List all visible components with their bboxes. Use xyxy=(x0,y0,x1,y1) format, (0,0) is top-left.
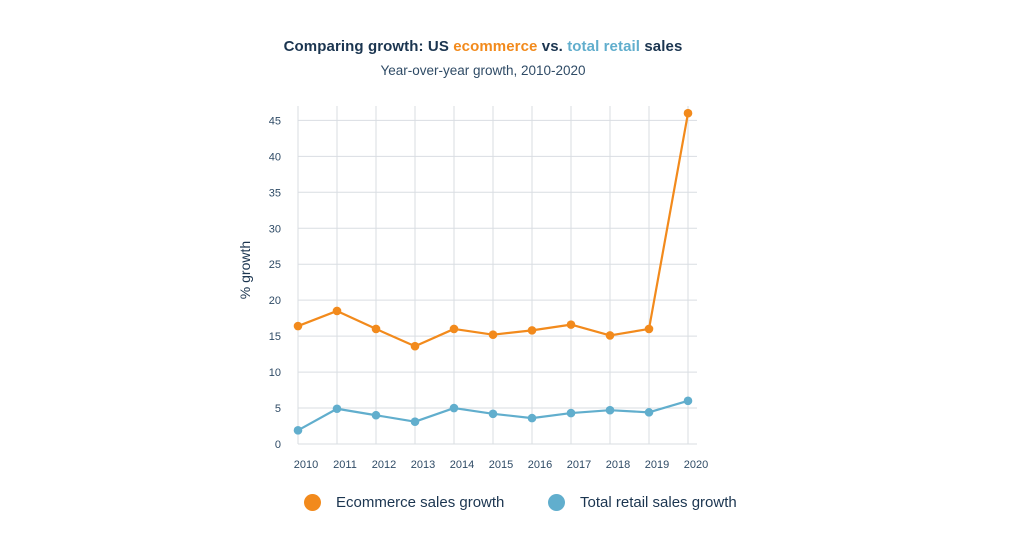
point-ecommerce-2016 xyxy=(527,326,537,335)
point-total-retail-2016 xyxy=(527,413,537,423)
x-tick-label-2011: 2011 xyxy=(333,459,357,471)
x-tick-label-2020: 2020 xyxy=(684,459,708,471)
y-tick-label-0: 0 xyxy=(275,439,281,451)
legend-item-total-retail: Total retail sales growth xyxy=(548,494,737,511)
title-suffix: sales xyxy=(640,38,683,55)
y-tick-label-35: 35 xyxy=(269,187,281,199)
legend-item-ecommerce: Ecommerce sales growth xyxy=(304,494,504,511)
title-mid: vs. xyxy=(537,38,568,55)
point-ecommerce-2011 xyxy=(332,306,342,316)
title-prefix: Comparing growth: US xyxy=(283,38,454,55)
point-total-retail-2018 xyxy=(605,405,615,415)
x-tick-label-2017: 2017 xyxy=(567,459,591,471)
point-ecommerce-2015 xyxy=(488,330,498,339)
legend-label-total-retail: Total retail sales growth xyxy=(580,494,737,511)
x-tick-label-2012: 2012 xyxy=(372,459,396,471)
point-ecommerce-2014 xyxy=(449,324,459,334)
legend-marker-total-retail xyxy=(548,494,565,511)
legend: Ecommerce sales growth Total retail sale… xyxy=(0,494,1024,518)
point-total-retail-2011 xyxy=(332,404,342,414)
point-total-retail-2010 xyxy=(293,426,303,435)
x-tick-label-2014: 2014 xyxy=(450,459,474,471)
x-tick-label-2016: 2016 xyxy=(528,459,552,471)
point-ecommerce-2019 xyxy=(644,324,654,334)
point-ecommerce-2013 xyxy=(410,341,420,351)
point-ecommerce-2017 xyxy=(566,320,576,329)
point-total-retail-2012 xyxy=(371,410,381,420)
point-ecommerce-2010 xyxy=(293,321,303,331)
y-tick-label-5: 5 xyxy=(275,403,281,415)
legend-label-ecommerce: Ecommerce sales growth xyxy=(336,494,505,511)
point-total-retail-2014 xyxy=(449,403,459,413)
y-tick-label-20: 20 xyxy=(269,295,281,307)
y-tick-label-10: 10 xyxy=(269,367,281,379)
chart-subtitle: Year-over-year growth, 2010-2020 xyxy=(380,63,586,78)
point-total-retail-2020 xyxy=(683,396,693,406)
x-tick-label-2013: 2013 xyxy=(411,459,435,471)
y-tick-label-25: 25 xyxy=(269,259,281,271)
point-total-retail-2013 xyxy=(410,417,420,427)
point-total-retail-2017 xyxy=(566,408,576,418)
chart-title: Comparing growth: US ecommerce vs. total… xyxy=(0,38,966,55)
title-ecommerce: ecommerce xyxy=(453,38,538,55)
legend-marker-ecommerce xyxy=(304,494,321,511)
point-ecommerce-2012 xyxy=(371,324,381,334)
y-tick-label-30: 30 xyxy=(269,223,281,235)
title-total-retail: total retail xyxy=(567,38,641,55)
point-ecommerce-2020 xyxy=(683,108,693,118)
y-tick-label-45: 45 xyxy=(269,115,281,127)
y-tick-label-40: 40 xyxy=(269,151,281,163)
x-tick-label-2015: 2015 xyxy=(489,459,513,471)
point-total-retail-2015 xyxy=(488,409,498,419)
y-tick-label-15: 15 xyxy=(269,331,281,343)
point-ecommerce-2018 xyxy=(605,331,615,340)
x-tick-label-2019: 2019 xyxy=(645,459,669,471)
point-total-retail-2019 xyxy=(644,408,654,417)
x-tick-label-2018: 2018 xyxy=(606,459,630,471)
x-tick-label-2010: 2010 xyxy=(294,459,318,471)
